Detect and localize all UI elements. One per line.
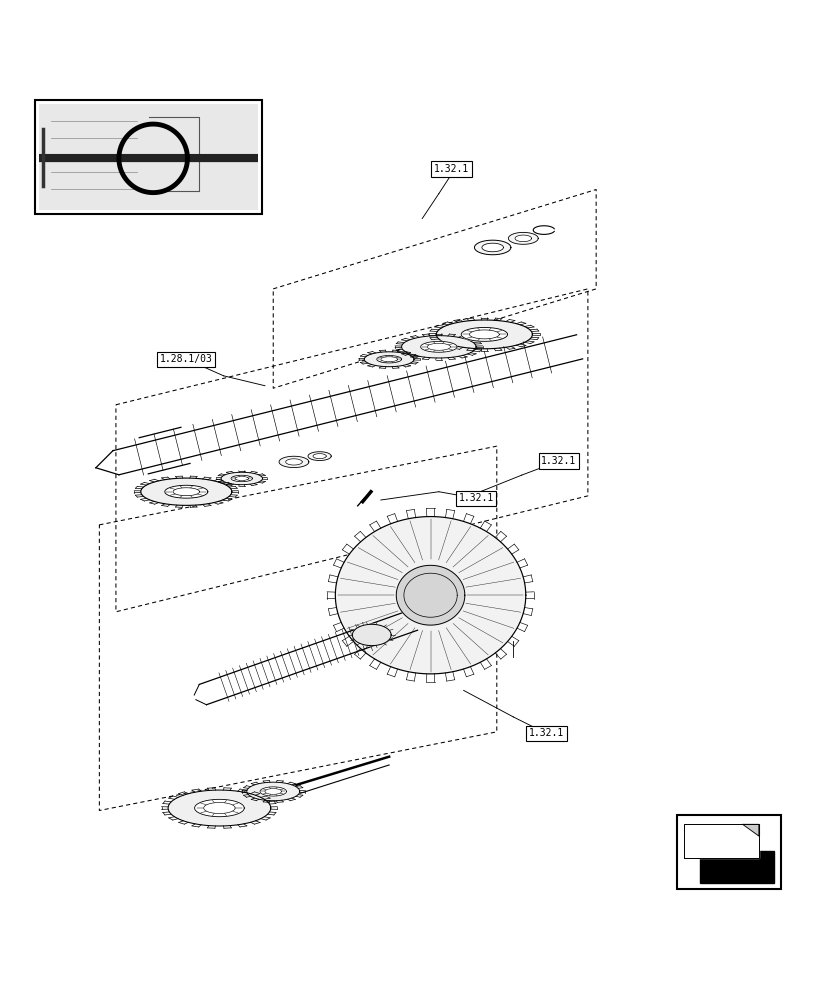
Polygon shape	[352, 624, 390, 646]
Polygon shape	[335, 517, 525, 674]
Polygon shape	[260, 787, 286, 796]
Polygon shape	[279, 456, 308, 468]
Polygon shape	[683, 824, 758, 858]
Polygon shape	[285, 459, 302, 465]
Text: 1.32.1: 1.32.1	[541, 456, 576, 466]
Polygon shape	[364, 352, 414, 367]
Polygon shape	[165, 485, 208, 498]
Text: 1.32.1: 1.32.1	[458, 493, 493, 503]
Polygon shape	[481, 243, 503, 252]
Polygon shape	[313, 454, 326, 459]
Polygon shape	[700, 851, 773, 883]
Polygon shape	[396, 565, 464, 625]
Polygon shape	[514, 235, 531, 242]
Polygon shape	[508, 232, 538, 244]
Polygon shape	[308, 452, 331, 461]
Text: 1.32.1: 1.32.1	[528, 728, 563, 738]
Text: 1.28.1/03: 1.28.1/03	[160, 354, 213, 364]
Polygon shape	[742, 824, 758, 836]
Polygon shape	[221, 472, 262, 485]
Polygon shape	[168, 790, 270, 826]
Polygon shape	[474, 240, 510, 255]
Polygon shape	[401, 336, 476, 358]
Polygon shape	[376, 356, 401, 363]
Text: 1.32.1: 1.32.1	[433, 164, 468, 174]
Polygon shape	[436, 320, 532, 349]
Polygon shape	[246, 782, 299, 801]
FancyBboxPatch shape	[676, 815, 780, 889]
Bar	[39, 104, 258, 210]
Polygon shape	[461, 327, 507, 341]
Polygon shape	[194, 799, 244, 817]
Polygon shape	[231, 475, 252, 482]
Polygon shape	[141, 478, 232, 505]
Polygon shape	[420, 341, 457, 352]
FancyBboxPatch shape	[35, 100, 262, 214]
